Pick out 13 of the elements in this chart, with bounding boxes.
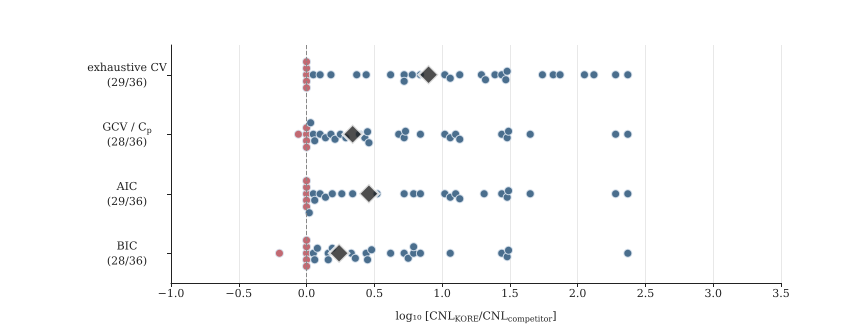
x-tick-label: 1.5 [501,287,519,300]
x-tick-label: 0.5 [366,287,384,300]
x-tick-label: 2.0 [568,287,586,300]
x-tick-label: 3.0 [704,287,722,300]
y-tick-label: exhaustive CV (29/36) [87,60,168,89]
x-tick-label: 0.0 [298,287,316,300]
x-tick-label: 3.5 [772,287,790,300]
y-tick-label: AIC (29/36) [106,180,148,208]
y-tick-label: BIC (28/36) [106,239,148,268]
x-tick-label: −1.0 [158,287,184,300]
x-tick-label: 2.5 [636,287,654,300]
x-tick-label: −0.5 [225,287,252,300]
x-tick-label: 1.0 [433,287,451,300]
